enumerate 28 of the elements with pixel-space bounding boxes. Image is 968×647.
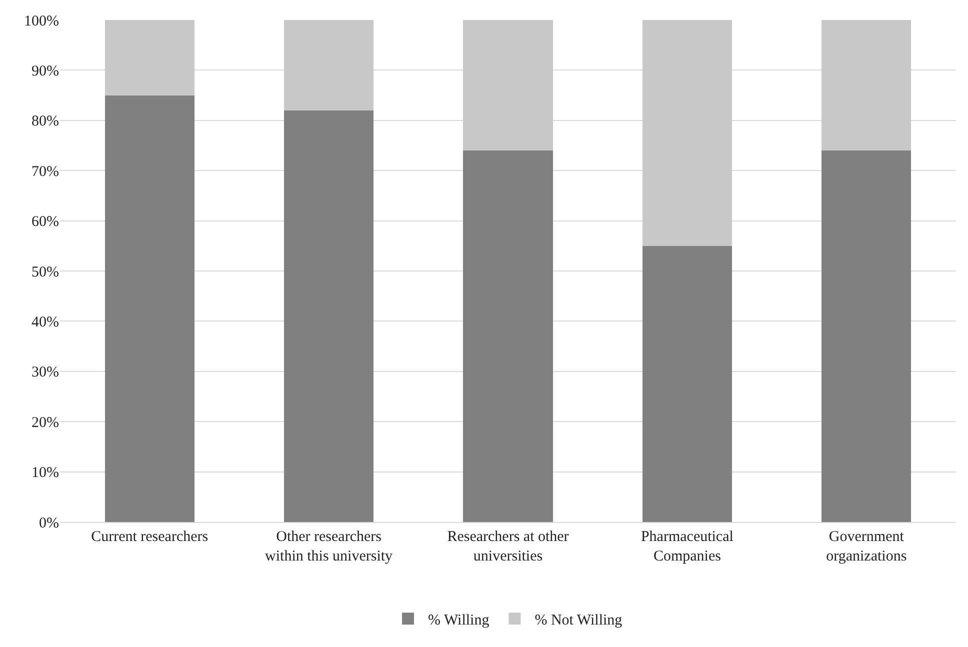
x-tick-label: Other researchers within this university [265,529,394,564]
y-tick-label: 100% [24,13,59,30]
legend-label: % Not Willing [534,612,623,628]
y-tick-label: 10% [32,465,59,482]
y-tick-label: 40% [32,314,59,330]
x-tick-label: Researchers at other universities [447,529,569,564]
bar [104,20,194,96]
bar [822,20,912,151]
bar [284,20,374,110]
bar [463,20,553,151]
legend-label: % Willing [428,612,490,628]
y-tick-label: 60% [32,214,59,230]
bar [642,20,732,246]
bar [822,150,912,522]
y-tick-label: 20% [32,414,59,431]
y-tick-label: 80% [32,114,59,130]
x-tick-label: Government organizations [826,529,907,564]
x-tick-label: Current researchers [91,529,208,545]
bar [642,246,732,522]
x-tick-label: Pharmaceutical Companies [640,529,734,564]
bar [463,150,553,522]
y-tick-label: 50% [32,264,59,280]
y-tick-label: 0% [39,515,59,532]
y-tick-label: 70% [32,164,59,180]
bar [284,110,374,522]
y-tick-label: 90% [32,63,59,80]
bar [104,95,194,522]
y-tick-label: 30% [32,364,59,381]
